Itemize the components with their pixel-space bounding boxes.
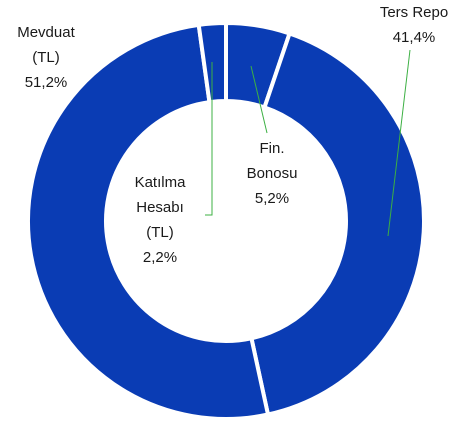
category-label: Fin. Bonosu [246,140,298,182]
category-label: Ters Repo [379,4,449,21]
slice-label: Katılma Hesabı (TL) 2,2% [129,170,191,270]
leader-line [250,65,268,134]
slice-label: Mevduat (TL) 51,2% [10,20,82,95]
value-label: 51,2% [24,74,68,91]
leader-line [387,49,411,237]
value-label: 2,2% [142,249,178,266]
donut-slice [26,22,271,421]
value-label: 41,4% [392,29,436,46]
donut-slice [249,30,426,417]
category-label: Katılma Hesabı (TL) [134,174,186,241]
category-label: Mevduat (TL) [17,24,75,66]
leader-line [205,62,213,216]
slice-label: Fin. Bonosu 5,2% [241,136,303,211]
value-label: 5,2% [254,190,290,207]
slice-label: Ters Repo 41,4% [380,0,448,50]
